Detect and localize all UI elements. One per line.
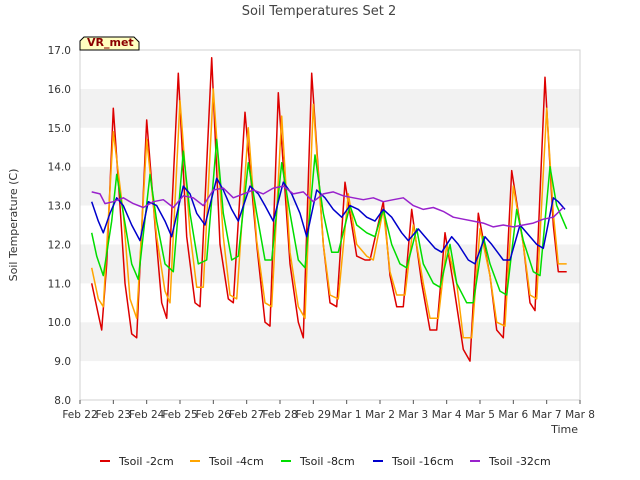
y-tick-label: 15.0 [48, 123, 71, 135]
y-axis-ticks: 8.0 9.0 10.0 11.0 12.0 13.0 14.0 15.0 16.0 17.0 [48, 45, 71, 407]
grid-band [80, 322, 580, 362]
y-tick-label: 13.0 [48, 201, 71, 213]
y-tick-label: 17.0 [48, 45, 71, 57]
x-tick-label: Mar 1 [332, 409, 362, 421]
series-line-tsoil-8cm [90, 138, 568, 304]
plot-frame [79, 49, 581, 401]
series-line-tsoil-32cm [91, 185, 564, 228]
legend-label: Tsoil -16cm [391, 455, 454, 468]
x-axis-label: Time [550, 423, 578, 436]
legend-label: Tsoil -2cm [118, 455, 174, 468]
grid-band [80, 244, 580, 284]
x-tick-label: Feb 22 [62, 409, 97, 421]
x-tick-label: Mar 5 [465, 409, 495, 421]
x-tick-label: Feb 26 [196, 409, 232, 421]
x-tick-label: Mar 6 [498, 409, 528, 421]
x-tick-label: Feb 27 [229, 409, 264, 421]
chart-title: Soil Temperatures Set 2 [242, 4, 397, 19]
x-tick-label: Feb 28 [262, 409, 297, 421]
legend-label: Tsoil -32cm [488, 455, 551, 468]
x-tick-label: Mar 8 [565, 409, 595, 421]
grid-band [80, 205, 580, 245]
series-lines [90, 57, 568, 362]
grid-bands [80, 50, 580, 400]
x-tick-label: Mar 3 [398, 409, 428, 421]
badge-label: VR_met [87, 36, 134, 49]
grid-band [80, 127, 580, 167]
y-tick-label: 8.0 [54, 395, 71, 407]
y-tick-label: 11.0 [48, 278, 71, 290]
grid-band [80, 88, 580, 128]
x-tick-label: Feb 25 [162, 409, 197, 421]
legend: Tsoil -2cm Tsoil -4cm Tsoil -8cm Tsoil -16c… [100, 455, 551, 468]
x-tick-label: Feb 29 [296, 409, 331, 421]
y-tick-label: 9.0 [54, 356, 71, 368]
grid-band [80, 50, 580, 89]
y-tick-label: 12.0 [48, 239, 71, 251]
y-axis-label: Soil Temperature (C) [7, 169, 20, 282]
legend-label: Tsoil -8cm [299, 455, 355, 468]
grid-band [80, 361, 580, 400]
y-tick-label: 16.0 [48, 84, 71, 96]
x-tick-label: Mar 4 [432, 409, 462, 421]
station-badge: VR_met [79, 36, 140, 51]
legend-label: Tsoil -4cm [208, 455, 264, 468]
x-tick-label: Feb 24 [129, 409, 165, 421]
x-tick-label: Mar 7 [532, 409, 562, 421]
grid-band [80, 166, 580, 206]
y-tick-label: 10.0 [48, 317, 71, 329]
x-tick-label: Feb 23 [96, 409, 131, 421]
badge-box [79, 36, 140, 51]
series-line-tsoil-4cm [90, 88, 567, 339]
y-tick-label: 14.0 [48, 162, 71, 174]
series-line-tsoil-16cm [90, 177, 566, 265]
x-tick-label: Mar 2 [365, 409, 395, 421]
